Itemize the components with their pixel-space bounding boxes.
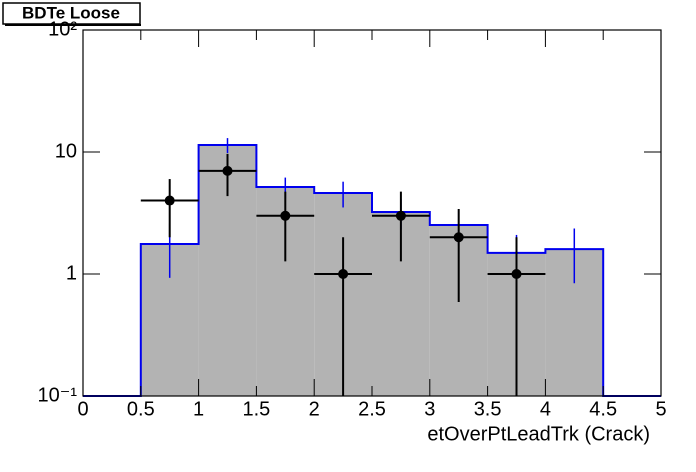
y-tick-label: 1 bbox=[66, 262, 77, 284]
x-axis-label: etOverPtLeadTrk (Crack) bbox=[427, 423, 650, 445]
histogram-outline bbox=[83, 144, 661, 397]
data-point bbox=[164, 195, 175, 206]
x-tick-label: 0 bbox=[77, 398, 88, 420]
x-tick-label: 5 bbox=[655, 398, 666, 420]
x-tick-label: 0.5 bbox=[127, 398, 155, 420]
x-tick-label: 2 bbox=[309, 398, 320, 420]
x-tick-label: 1.5 bbox=[242, 398, 270, 420]
data-point bbox=[338, 269, 349, 279]
x-tick-label: 2.5 bbox=[358, 398, 386, 420]
chart-title: BDTe Loose bbox=[22, 3, 120, 22]
data-point bbox=[280, 210, 291, 221]
y-tick-label: 10⁻¹ bbox=[38, 384, 78, 406]
x-tick-label: 3.5 bbox=[474, 398, 502, 420]
data-point bbox=[453, 232, 464, 243]
y-tick-label: 10² bbox=[48, 18, 77, 40]
data-point bbox=[395, 210, 406, 221]
x-tick-label: 4 bbox=[540, 398, 551, 420]
y-tick-label: 10 bbox=[55, 140, 77, 162]
x-tick-label: 4.5 bbox=[589, 398, 617, 420]
x-tick-label: 3 bbox=[424, 398, 435, 420]
x-tick-label: 1 bbox=[193, 398, 204, 420]
data-point bbox=[511, 269, 522, 279]
data-point bbox=[222, 165, 233, 176]
